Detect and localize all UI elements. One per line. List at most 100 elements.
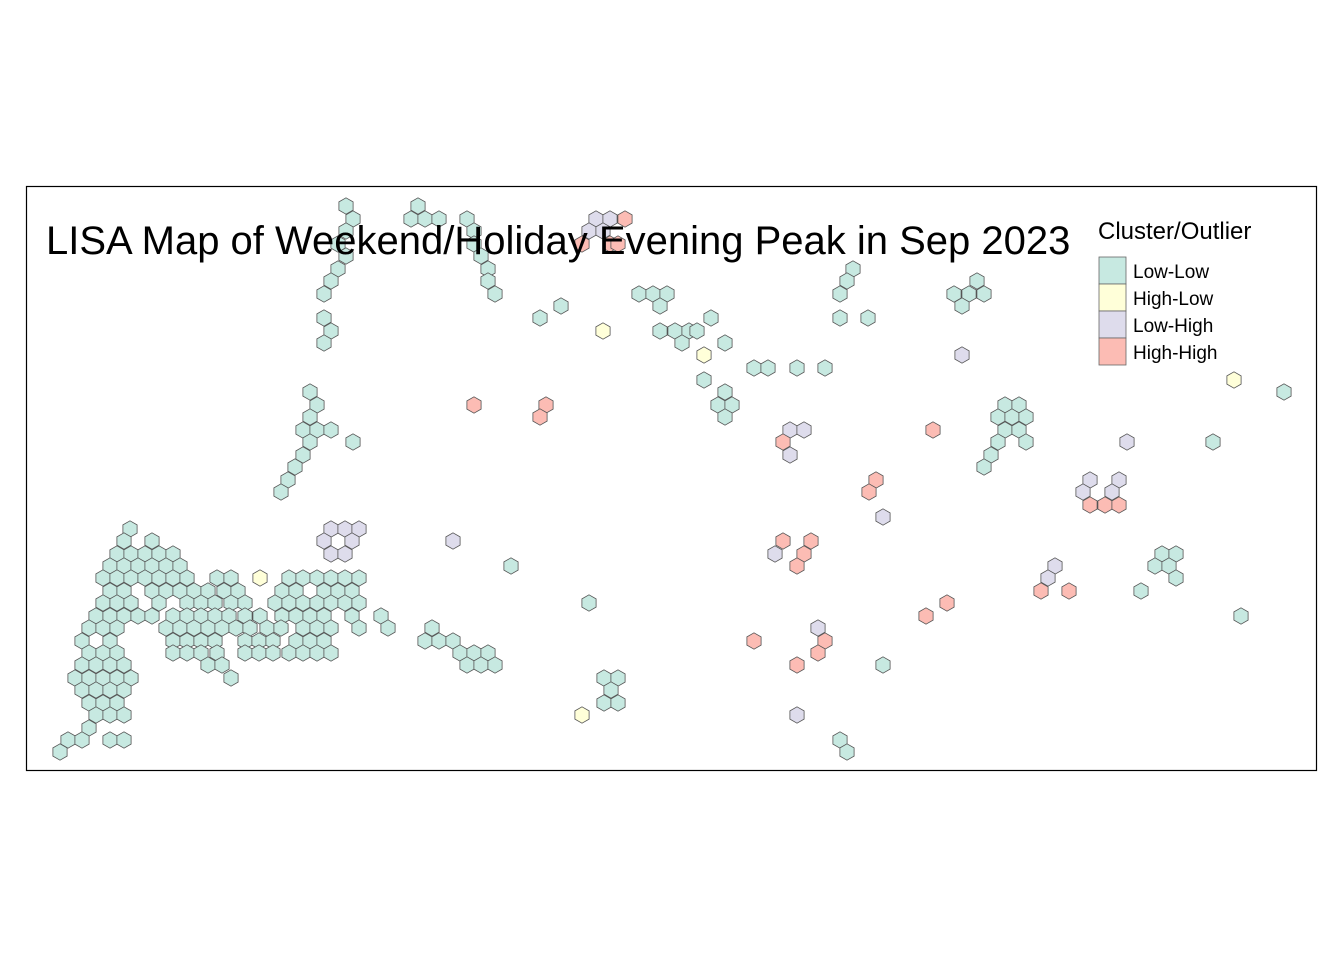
hex-cell-high-low (696, 346, 712, 364)
hex-cell-low-low (223, 669, 239, 687)
hex-cell-low-low (323, 421, 339, 439)
hex-cell-low-low (875, 656, 891, 674)
hex-cell-low-low (532, 309, 548, 327)
hex-cell-high-high (532, 408, 548, 426)
hex-cell-low-low (102, 706, 118, 724)
hex-cell-low-high (810, 619, 826, 637)
hex-cell-low-low (130, 607, 146, 625)
hex-cell-low-low (309, 644, 325, 662)
hex-cell-low-low (273, 619, 289, 637)
hex-cell-low-low (338, 247, 354, 265)
hex-cell-high-high (1111, 496, 1127, 514)
hex-cell-high-high (1033, 582, 1049, 600)
hex-cell-low-low (839, 743, 855, 761)
hex-cell-high-low (595, 322, 611, 340)
hex-cell-high-high (925, 421, 941, 439)
legend-label-high-high: High-High (1133, 343, 1217, 364)
hex-cell-high-high (939, 594, 955, 612)
hex-cell-low-low (1133, 582, 1149, 600)
hex-cell-low-low (817, 359, 833, 377)
hex-cell-low-low (1018, 433, 1034, 451)
hex-cell-high-high (617, 210, 633, 228)
legend-swatch-low-low (1098, 256, 1127, 285)
hex-cell-high-high (574, 235, 590, 253)
hex-cell-high-high (789, 656, 805, 674)
legend-swatch-high-high (1098, 337, 1127, 366)
hex-cell-high-high (1082, 496, 1098, 514)
hex-cell-low-low (116, 731, 132, 749)
hex-cell-high-high (775, 532, 791, 550)
hex-cell-high-high (1097, 496, 1113, 514)
hex-cell-low-low (351, 569, 367, 587)
hex-cell-low-low (503, 557, 519, 575)
hex-cell-low-low (251, 644, 267, 662)
hex-cell-high-low (1226, 371, 1242, 389)
hex-cell-low-low (746, 359, 762, 377)
hex-cell-low-low (338, 222, 354, 240)
hex-cell-high-high (789, 557, 805, 575)
hex-cell-low-low (265, 644, 281, 662)
hex-cell-low-low (1018, 408, 1034, 426)
hex-cell-low-low (179, 644, 195, 662)
hex-cell-low-low (1205, 433, 1221, 451)
hex-cell-low-high (445, 532, 461, 550)
hex-cell-low-low (351, 594, 367, 612)
hex-cell-high-high (861, 483, 877, 501)
hex-cell-low-low (237, 644, 253, 662)
hex-cell-low-high (767, 545, 783, 563)
hex-cell-low-high (1119, 433, 1135, 451)
hex-cell-low-low (689, 322, 705, 340)
hex-cell-low-low (410, 197, 426, 215)
hex-cell-low-low (151, 594, 167, 612)
hex-cell-low-low (1276, 383, 1292, 401)
hex-cell-low-low (316, 334, 332, 352)
hex-cell-low-low (330, 235, 346, 253)
hex-cell-low-low (424, 619, 440, 637)
hex-cell-low-low (652, 297, 668, 315)
hex-cell-low-low (717, 408, 733, 426)
hex-cell-low-high (337, 545, 353, 563)
hex-cell-high-high (775, 433, 791, 451)
legend-label-high-low: High-Low (1133, 289, 1214, 310)
hex-cell-low-low (417, 632, 433, 650)
hex-cell-low-low (116, 656, 132, 674)
hex-cell-low-low (74, 731, 90, 749)
hex-cell-low-low (116, 706, 132, 724)
hex-cell-low-low (696, 371, 712, 389)
hex-cell-low-low (717, 334, 733, 352)
hex-cell-low-high (954, 346, 970, 364)
hex-cell-low-high (1040, 569, 1056, 587)
hex-cell-low-low (338, 197, 354, 215)
hex-cell-low-low (946, 285, 962, 303)
hex-cell-low-low (760, 359, 776, 377)
hex-cell-low-low (969, 272, 985, 290)
hex-cell-low-low (832, 309, 848, 327)
hex-cell-low-low (976, 458, 992, 476)
hex-cell-low-low (717, 383, 733, 401)
hex-cell-low-low (459, 656, 475, 674)
hex-cell-low-low (674, 334, 690, 352)
hex-cell-low-low (316, 309, 332, 327)
hex-cell-low-low (200, 656, 216, 674)
hex-cell-low-high (1075, 483, 1091, 501)
hex-cell-low-low (480, 272, 496, 290)
hex-cell-low-high (344, 532, 360, 550)
hex-cell-low-low (553, 297, 569, 315)
hex-cell-low-high (323, 545, 339, 563)
hex-cell-low-low (302, 408, 318, 426)
hex-cell-high-high (810, 644, 826, 662)
hex-cell-low-low (1233, 607, 1249, 625)
hex-cell-low-low (703, 309, 719, 327)
hex-cell-high-high (466, 396, 482, 414)
hex-cell-low-low (123, 594, 139, 612)
hex-cell-low-low (52, 743, 68, 761)
hex-cell-low-low (228, 619, 244, 637)
hex-cell-low-high (796, 421, 812, 439)
hex-cell-low-low (165, 644, 181, 662)
hex-cell-low-low (1147, 557, 1163, 575)
legend: Cluster/Outlier Low-Low High-Low Low-Hig… (1098, 218, 1251, 366)
hex-cell-low-low (473, 247, 489, 265)
legend-title: Cluster/Outlier (1098, 218, 1251, 245)
hex-cell-low-low (116, 681, 132, 699)
